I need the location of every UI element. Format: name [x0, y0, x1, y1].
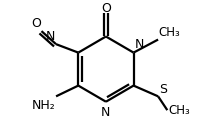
Text: N: N [101, 106, 111, 119]
Text: N: N [46, 30, 55, 43]
Text: NH₂: NH₂ [32, 99, 55, 112]
Text: CH₃: CH₃ [159, 26, 181, 39]
Text: CH₃: CH₃ [168, 104, 190, 117]
Text: N: N [134, 38, 144, 51]
Text: O: O [101, 2, 111, 15]
Text: O: O [31, 17, 41, 30]
Text: S: S [159, 83, 167, 96]
